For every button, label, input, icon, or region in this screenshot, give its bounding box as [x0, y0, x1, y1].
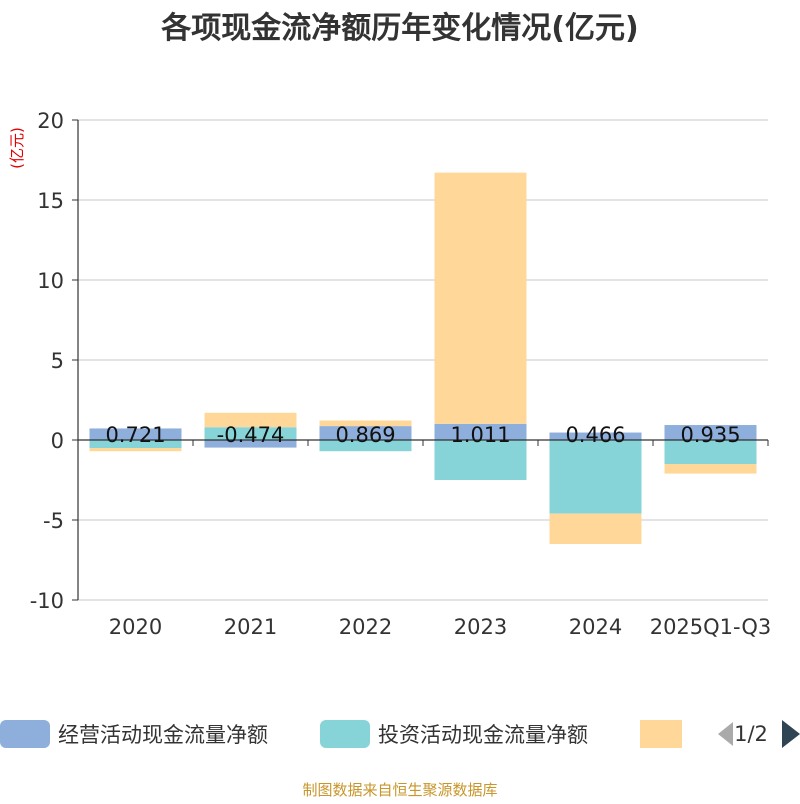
y-tick-label: 0: [51, 429, 64, 453]
source-note: 制图数据来自恒生聚源数据库: [302, 781, 497, 799]
bar-series1-2020: [89, 440, 182, 448]
bar-series1-2023: [434, 440, 527, 480]
x-tick-label: 2025Q1-Q3: [650, 615, 772, 639]
bar-series2-2022: [319, 420, 412, 427]
bar-series2-2020: [89, 448, 182, 452]
y-tick-label: 5: [51, 349, 64, 373]
legend-prev-page-icon[interactable]: [718, 722, 733, 746]
legend-page-indicator: 1/2: [734, 722, 768, 746]
x-tick-label: 2022: [339, 615, 392, 639]
axes: 20 15 10 5 0 -5 -10 2020 2021 2022 2023 2024 2025Q1-…: [30, 109, 772, 639]
y-tick-label: 10: [37, 269, 64, 293]
data-label: 1.011: [450, 423, 510, 447]
legend-label-investing: 投资活动现金流量净额: [378, 723, 588, 747]
data-label: 0.935: [680, 423, 740, 447]
bar-series1-2024: [549, 440, 642, 514]
data-label: -0.474: [217, 423, 285, 447]
data-label: 0.466: [565, 423, 625, 447]
bar-series1-2025Q1-Q3: [664, 440, 757, 464]
legend-next-page-icon[interactable]: [782, 720, 800, 748]
bar-series0-2021: [204, 440, 297, 448]
legend-item-investing-cashflow[interactable]: 投资活动现金流量净额: [320, 720, 588, 748]
y-tick-label: -10: [30, 589, 64, 613]
data-label: 0.721: [105, 423, 165, 447]
data-label: 0.869: [335, 423, 395, 447]
bar-series0-2020: [89, 428, 182, 440]
bar-series2-2025Q1-Q3: [664, 464, 757, 474]
chart-title: 各项现金流净额历年变化情况(亿元): [160, 11, 638, 46]
x-tick-label: 2020: [109, 615, 162, 639]
y-axis-unit-label: (亿元): [8, 127, 26, 169]
x-tick-label: 2024: [569, 615, 622, 639]
bar-series1-2022: [319, 440, 412, 452]
y-tick-label: -5: [43, 509, 64, 533]
bar-series2-2023: [434, 172, 527, 424]
bar-series0-2023: [434, 423, 527, 440]
legend-label-operating: 经营活动现金流量净额: [58, 723, 268, 747]
bar-series0-2022: [319, 426, 412, 440]
legend: 经营活动现金流量净额 投资活动现金流量净额 1/2: [0, 720, 800, 748]
legend-item-third-series[interactable]: [640, 720, 682, 748]
bar-series0-2024: [549, 432, 642, 440]
bar-series2-2024: [549, 513, 642, 544]
bars: [89, 172, 757, 544]
x-tick-label: 2023: [454, 615, 507, 639]
data-labels: 0.721 -0.474 0.869 1.011 0.466 0.935: [105, 423, 740, 447]
y-tick-label: 15: [37, 189, 64, 213]
y-tick-label: 20: [37, 109, 64, 133]
legend-swatch-third: [640, 720, 682, 748]
legend-swatch-operating: [0, 720, 50, 748]
legend-item-operating-cashflow[interactable]: 经营活动现金流量净额: [0, 720, 268, 748]
legend-swatch-investing: [320, 720, 370, 748]
grid-lines: [78, 119, 768, 601]
bar-series1-2021: [204, 427, 297, 440]
bar-series2-2021: [204, 412, 297, 428]
x-tick-label: 2021: [224, 615, 277, 639]
bar-series0-2025Q1-Q3: [664, 425, 757, 440]
